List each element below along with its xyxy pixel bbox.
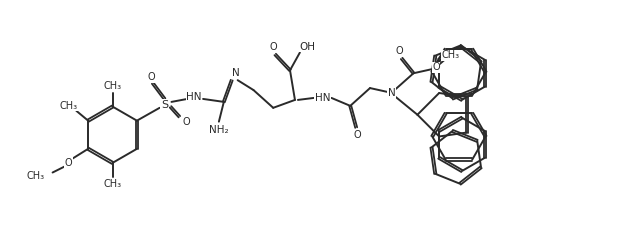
Text: OH: OH bbox=[300, 42, 316, 52]
Text: HN: HN bbox=[187, 92, 202, 102]
Text: O: O bbox=[353, 131, 361, 141]
Text: S: S bbox=[161, 100, 168, 110]
Text: CH₃: CH₃ bbox=[103, 81, 122, 91]
Text: CH₃: CH₃ bbox=[60, 101, 77, 111]
Text: N: N bbox=[388, 88, 396, 98]
Text: CH₃: CH₃ bbox=[103, 179, 122, 189]
Text: O: O bbox=[65, 158, 72, 168]
Text: O: O bbox=[432, 62, 440, 72]
Text: N: N bbox=[232, 68, 239, 78]
Text: NH₂: NH₂ bbox=[209, 125, 229, 135]
Text: HN: HN bbox=[315, 93, 330, 103]
Text: O: O bbox=[148, 72, 156, 82]
Text: CH₃: CH₃ bbox=[27, 171, 45, 181]
Text: O: O bbox=[182, 117, 190, 127]
Text: CH₃: CH₃ bbox=[442, 50, 460, 60]
Text: O: O bbox=[396, 46, 403, 56]
Text: O: O bbox=[270, 42, 277, 52]
